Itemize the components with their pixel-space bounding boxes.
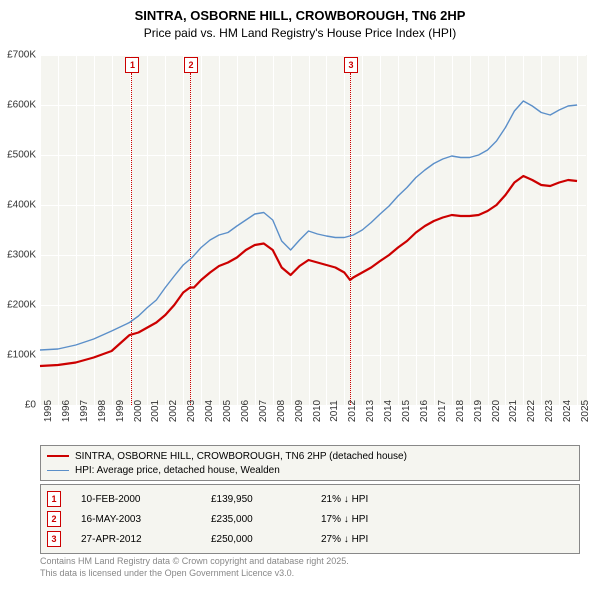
- x-tick-label: 2009: [294, 400, 305, 422]
- y-tick-label: £700K: [7, 50, 36, 61]
- transaction-price: £250,000: [211, 534, 321, 545]
- x-tick-label: 2024: [562, 400, 573, 422]
- y-tick-label: £200K: [7, 300, 36, 311]
- legend-label: HPI: Average price, detached house, Weal…: [75, 465, 280, 476]
- line-series-svg: [40, 55, 586, 405]
- transaction-row: 2 16-MAY-2003£235,00017% ↓ HPI: [47, 509, 573, 529]
- x-tick-label: 2003: [186, 400, 197, 422]
- legend-swatch: [47, 470, 69, 471]
- x-tick-label: 2007: [258, 400, 269, 422]
- x-tick-label: 1995: [43, 400, 54, 422]
- y-tick-label: £300K: [7, 250, 36, 261]
- transaction-marker: 1: [47, 491, 61, 507]
- x-tick-label: 2002: [168, 400, 179, 422]
- transaction-delta: 27% ↓ HPI: [321, 534, 431, 545]
- y-tick-label: £100K: [7, 350, 36, 361]
- series-line: [40, 176, 577, 366]
- x-tick-label: 2017: [437, 400, 448, 422]
- x-tick-label: 2000: [133, 400, 144, 422]
- legend-swatch: [47, 455, 69, 457]
- transaction-date: 27-APR-2012: [81, 534, 211, 545]
- series-line: [40, 101, 577, 350]
- y-tick-label: £0: [25, 400, 36, 411]
- transaction-date: 10-FEB-2000: [81, 494, 211, 505]
- x-tick-label: 2006: [240, 400, 251, 422]
- x-tick-label: 1997: [79, 400, 90, 422]
- plot-area: 123: [40, 55, 586, 405]
- x-tick-label: 2013: [365, 400, 376, 422]
- x-tick-label: 1998: [97, 400, 108, 422]
- x-tick-label: 2016: [419, 400, 430, 422]
- transaction-row: 1 10-FEB-2000£139,95021% ↓ HPI: [47, 489, 573, 509]
- x-tick-label: 2014: [383, 400, 394, 422]
- x-tick-label: 2015: [401, 400, 412, 422]
- x-tick-label: 2005: [222, 400, 233, 422]
- transaction-delta: 17% ↓ HPI: [321, 514, 431, 525]
- chart-title: SINTRA, OSBORNE HILL, CROWBOROUGH, TN6 2…: [0, 0, 600, 42]
- x-tick-label: 2012: [347, 400, 358, 422]
- attribution-footer: Contains HM Land Registry data © Crown c…: [40, 556, 349, 579]
- x-tick-label: 2021: [508, 400, 519, 422]
- transactions-table: 1 10-FEB-2000£139,95021% ↓ HPI 2 16-MAY-200…: [40, 484, 580, 554]
- title-line-1: SINTRA, OSBORNE HILL, CROWBOROUGH, TN6 2…: [135, 8, 466, 23]
- legend-row: SINTRA, OSBORNE HILL, CROWBOROUGH, TN6 2…: [47, 449, 573, 463]
- chart-container: SINTRA, OSBORNE HILL, CROWBOROUGH, TN6 2…: [0, 0, 600, 590]
- transaction-row: 3 27-APR-2012£250,00027% ↓ HPI: [47, 529, 573, 549]
- x-tick-label: 1996: [61, 400, 72, 422]
- legend-row: HPI: Average price, detached house, Weal…: [47, 463, 573, 477]
- x-tick-label: 2018: [455, 400, 466, 422]
- title-line-2: Price paid vs. HM Land Registry's House …: [144, 26, 456, 40]
- y-tick-label: £400K: [7, 200, 36, 211]
- transaction-price: £139,950: [211, 494, 321, 505]
- transaction-date: 16-MAY-2003: [81, 514, 211, 525]
- transaction-price: £235,000: [211, 514, 321, 525]
- y-tick-label: £500K: [7, 150, 36, 161]
- x-tick-label: 2004: [204, 400, 215, 422]
- transaction-marker: 3: [47, 531, 61, 547]
- y-tick-label: £600K: [7, 100, 36, 111]
- legend: SINTRA, OSBORNE HILL, CROWBOROUGH, TN6 2…: [40, 445, 580, 481]
- x-tick-label: 2023: [544, 400, 555, 422]
- x-tick-label: 2008: [276, 400, 287, 422]
- x-tick-label: 1999: [115, 400, 126, 422]
- footer-line-2: This data is licensed under the Open Gov…: [40, 568, 294, 578]
- x-tick-label: 2001: [150, 400, 161, 422]
- x-tick-label: 2019: [473, 400, 484, 422]
- footer-line-1: Contains HM Land Registry data © Crown c…: [40, 556, 349, 566]
- x-tick-label: 2010: [312, 400, 323, 422]
- x-tick-label: 2011: [329, 400, 340, 422]
- x-tick-label: 2025: [580, 400, 591, 422]
- legend-label: SINTRA, OSBORNE HILL, CROWBOROUGH, TN6 2…: [75, 451, 407, 462]
- x-tick-label: 2020: [491, 400, 502, 422]
- x-tick-label: 2022: [526, 400, 537, 422]
- transaction-delta: 21% ↓ HPI: [321, 494, 431, 505]
- transaction-marker: 2: [47, 511, 61, 527]
